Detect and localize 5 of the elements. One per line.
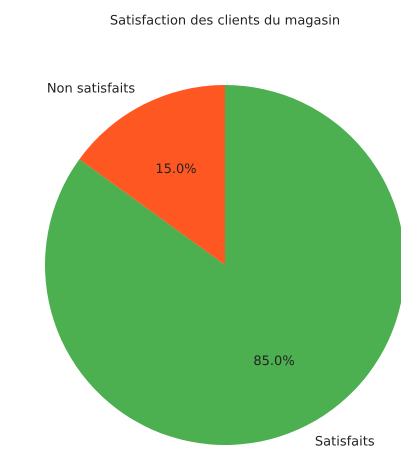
chart-title: Satisfaction des clients du magasin: [110, 14, 340, 29]
slice-label: Non satisfaits: [46, 82, 136, 97]
data-label: 85.0%: [253, 354, 295, 370]
data-label: 15.0%: [155, 162, 197, 177]
slice-label: Satisfaits: [314, 434, 375, 450]
